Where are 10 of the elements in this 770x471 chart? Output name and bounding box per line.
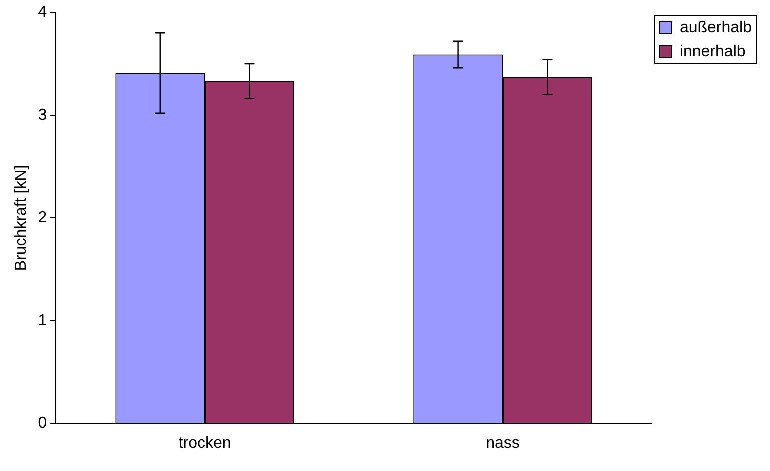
x-tick-label: nass bbox=[486, 434, 520, 452]
y-tick-label: 4 bbox=[38, 4, 48, 22]
y-tick-label: 0 bbox=[38, 415, 48, 432]
y-tick-label: 2 bbox=[38, 210, 48, 227]
legend-label: außerhalb bbox=[680, 19, 752, 36]
legend-label: innerhalb bbox=[680, 43, 746, 60]
y-tick-label: 1 bbox=[38, 312, 48, 330]
x-tick-label: trocken bbox=[178, 434, 232, 452]
y-tick-label: 3 bbox=[38, 106, 48, 124]
y-axis-title: Bruchkraft [kN] bbox=[13, 165, 30, 272]
